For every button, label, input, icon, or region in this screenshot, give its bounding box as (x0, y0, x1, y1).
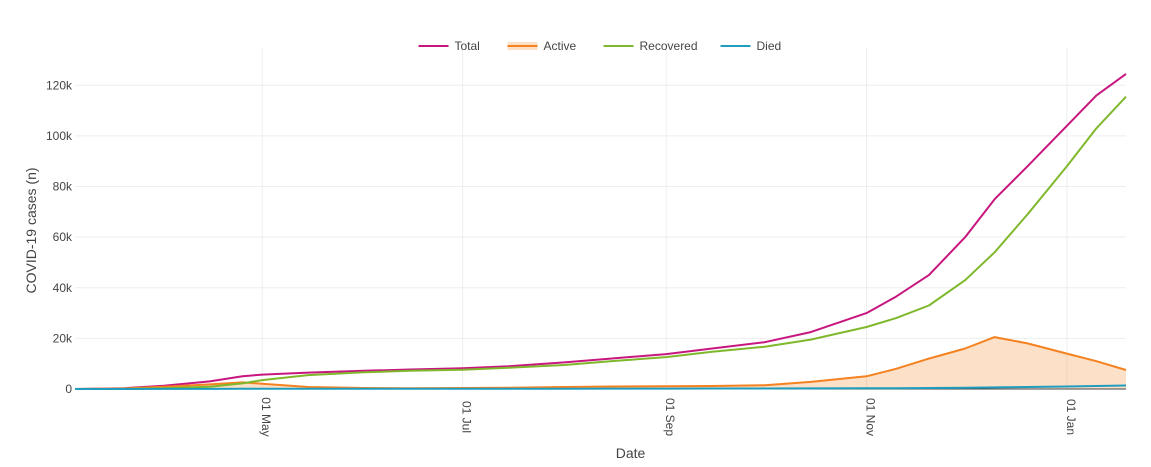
y-tick-label: 60k (53, 230, 73, 244)
tick-labels: 0 20k 40k 60k 80k 100k 120k 01 May 01 Jul 01 Sep 0… (46, 78, 1078, 436)
y-tick-label: 100k (46, 129, 73, 143)
x-tick-label: 01 Nov (864, 398, 878, 436)
series-area-active (75, 337, 1126, 389)
x-tick-label: 01 Sep (663, 398, 677, 436)
y-tick-label: 20k (53, 331, 73, 345)
series-line-died[interactable] (75, 384, 1127, 390)
y-tick-label: 0 (65, 382, 72, 396)
legend-label: Total (455, 39, 480, 53)
legend-label: Recovered (640, 39, 698, 53)
x-tick-label: 01 Jan (1064, 399, 1078, 435)
legend-item-total[interactable]: Total (418, 39, 480, 53)
y-tick-label: 120k (46, 78, 73, 92)
legend-item-active[interactable]: Active (507, 39, 577, 53)
series-lines (74, 73, 1127, 390)
grid (75, 48, 1126, 389)
legend-label: Died (757, 39, 782, 53)
x-axis-title: Date (616, 445, 646, 461)
y-axis-title: COVID-19 cases (n) (23, 167, 39, 293)
x-tick-label: 01 Jul (460, 401, 474, 433)
legend[interactable]: Total Active Recovered Died (418, 39, 782, 53)
x-tick-label: 01 May (259, 397, 273, 436)
y-tick-label: 40k (53, 281, 73, 295)
series-line-recovered[interactable] (74, 96, 1127, 390)
y-tick-label: 80k (53, 180, 73, 194)
legend-label: Active (544, 39, 577, 53)
area-layer (75, 337, 1126, 389)
legend-item-died[interactable]: Died (720, 39, 782, 53)
series-line-total[interactable] (74, 73, 1127, 390)
legend-item-recovered[interactable]: Recovered (603, 39, 698, 53)
